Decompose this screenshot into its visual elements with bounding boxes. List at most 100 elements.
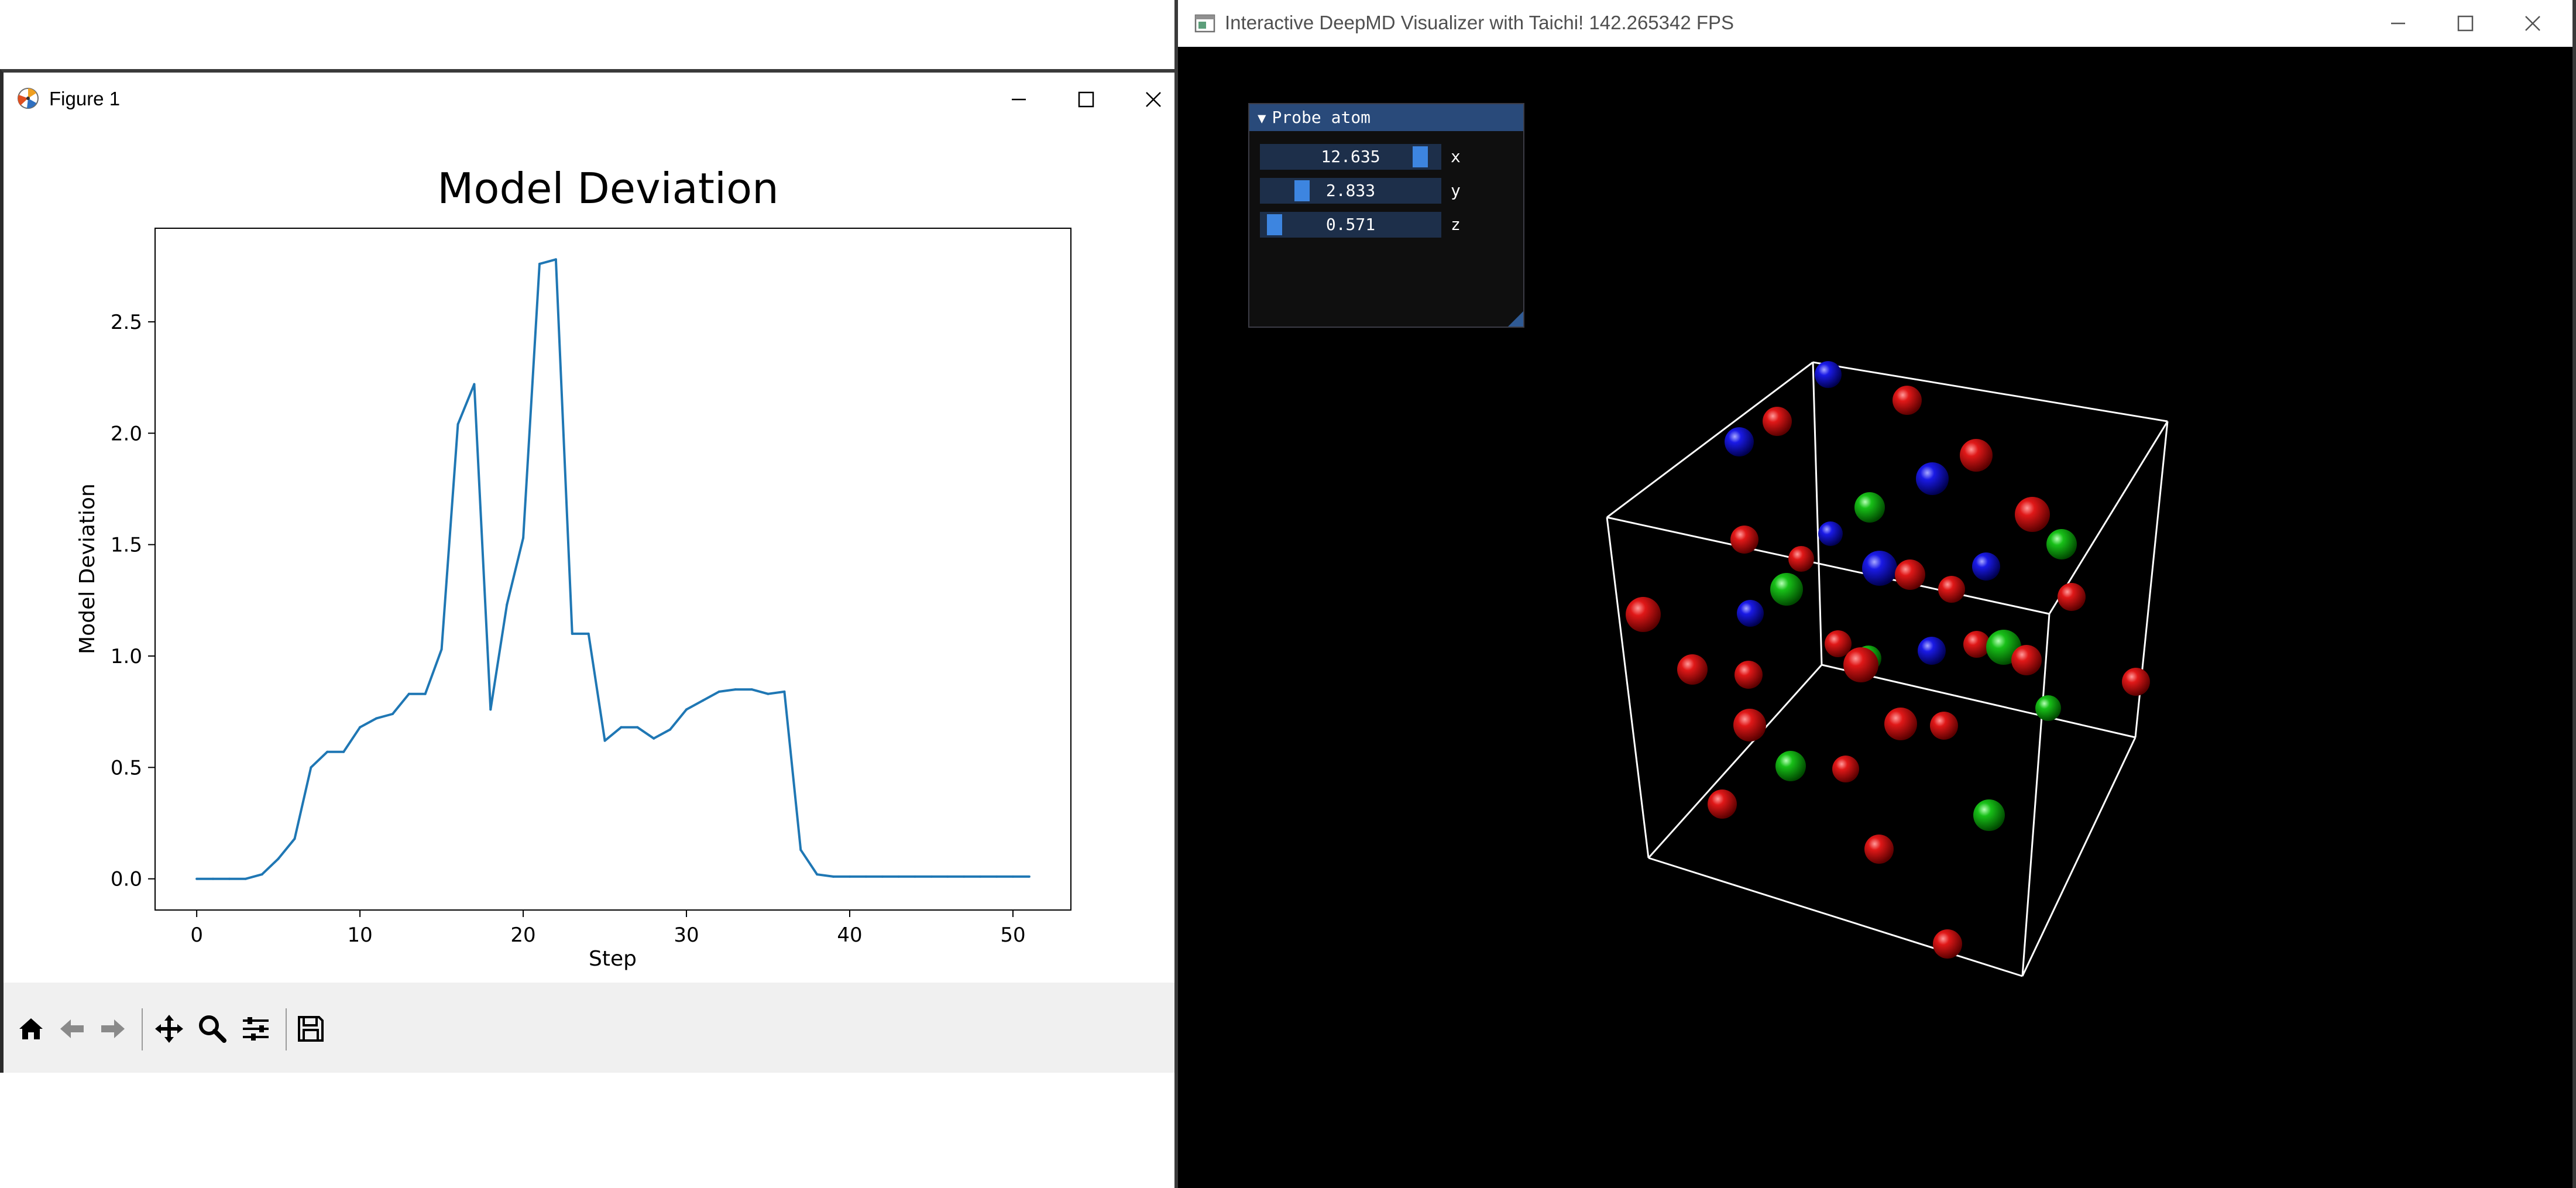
atom-blue <box>1918 637 1946 665</box>
data-point <box>554 258 557 261</box>
data-point <box>293 837 296 840</box>
y-tick-label: 0.5 <box>111 756 142 780</box>
data-point <box>571 632 573 635</box>
y-tick-label: 0.0 <box>111 868 142 891</box>
atom-red <box>1733 709 1766 741</box>
atom-blue <box>1916 462 1949 495</box>
data-point <box>913 875 916 878</box>
taichi-window-title: Interactive DeepMD Visualizer with Taich… <box>1225 12 1734 33</box>
taichi-minimize-button[interactable] <box>2366 0 2430 47</box>
simulation-box <box>1606 361 2169 977</box>
toolbar-separator <box>142 1008 143 1050</box>
slider-track[interactable]: 2.833 <box>1260 178 1441 204</box>
slider-grab[interactable] <box>1412 146 1428 167</box>
atom-green <box>1854 492 1885 523</box>
data-point <box>277 857 280 860</box>
atom-red <box>1963 631 1990 658</box>
home-button[interactable] <box>13 1011 49 1047</box>
atom-red <box>1884 708 1917 740</box>
atoms <box>1626 361 2150 959</box>
slider-track[interactable]: 12.635 <box>1260 144 1441 170</box>
atom-blue <box>1818 521 1843 546</box>
data-point <box>228 877 231 880</box>
back-button[interactable] <box>54 1011 90 1047</box>
data-point <box>816 873 819 876</box>
figure-window-title: Figure 1 <box>49 88 121 109</box>
taichi-titlebar[interactable]: Interactive DeepMD Visualizer with Taich… <box>1178 0 2572 47</box>
pan-button[interactable] <box>151 1011 187 1047</box>
figure-close-button[interactable] <box>1121 73 1186 126</box>
atom-red <box>1832 756 1859 782</box>
figure-titlebar[interactable]: Figure 1 <box>4 73 1181 126</box>
slider-label: z <box>1451 215 1461 234</box>
data-point <box>440 648 443 651</box>
slider-grab[interactable] <box>1267 214 1283 235</box>
atom-red <box>1734 661 1763 689</box>
plot-area <box>154 228 1071 911</box>
figure-maximize-button[interactable] <box>1054 73 1118 126</box>
data-point <box>375 717 377 720</box>
triangle-down-icon[interactable]: ▼ <box>1258 110 1266 126</box>
slider-track[interactable]: 0.571 <box>1260 212 1441 238</box>
data-point <box>359 726 362 729</box>
series-points <box>195 258 1031 880</box>
atom-red <box>1708 789 1737 819</box>
atom-red <box>1892 386 1922 415</box>
data-point <box>326 750 329 753</box>
taichi-close-button[interactable] <box>2501 0 2565 47</box>
data-point <box>963 875 966 878</box>
toolbar-separator <box>286 1008 287 1050</box>
x-tick-label: 20 <box>510 923 535 947</box>
atom-green <box>1973 799 2005 831</box>
data-point <box>244 877 247 880</box>
slider-grab[interactable] <box>1294 180 1310 201</box>
save-button[interactable] <box>293 1011 329 1047</box>
save-icon <box>298 1016 324 1042</box>
atom-red <box>1864 835 1894 864</box>
atom-red <box>1843 647 1878 682</box>
slider-label: y <box>1451 181 1461 200</box>
data-point <box>799 849 802 851</box>
maximize-icon <box>2457 15 2474 32</box>
data-point <box>783 690 786 693</box>
maximize-icon <box>1078 91 1094 108</box>
data-point <box>587 632 590 635</box>
zoom-button[interactable] <box>194 1011 231 1047</box>
slider-value: 0.571 <box>1325 215 1376 234</box>
data-point <box>734 688 737 691</box>
atom-red <box>2015 497 2050 532</box>
y-axis-label: Model Deviation <box>75 483 99 654</box>
close-icon <box>1146 92 1161 107</box>
x-axis-label: Step <box>589 947 637 971</box>
x-tick-label: 50 <box>1000 923 1025 947</box>
data-point <box>456 423 459 426</box>
data-point <box>1011 875 1014 878</box>
probe-atom-panel[interactable]: ▼ Probe atom 12.635 x 2.833 y 0.571 z <box>1248 103 1524 328</box>
axis-ticks: 0 10 20 30 40 50 0.0 0.5 1.0 1.5 2.0 2.5 <box>111 311 1026 947</box>
configure-subplots-button[interactable] <box>238 1011 274 1047</box>
configure-subplots-icon <box>243 1017 269 1041</box>
atom-red <box>2122 668 2150 696</box>
data-point <box>897 875 900 878</box>
atom-red <box>1763 407 1792 436</box>
y-tick-label: 2.0 <box>111 422 142 445</box>
atom-red <box>1825 630 1852 657</box>
data-point <box>407 692 410 695</box>
atom-green <box>1770 573 1803 606</box>
data-point <box>685 708 688 711</box>
data-point <box>489 708 492 711</box>
figure-minimize-button[interactable] <box>987 73 1051 126</box>
taichi-maximize-button[interactable] <box>2433 0 2498 47</box>
panel-header[interactable]: ▼ Probe atom <box>1249 104 1523 131</box>
data-point <box>750 688 753 691</box>
forward-button[interactable] <box>95 1011 131 1047</box>
chart-canvas[interactable]: Model Deviation 0 10 20 30 40 50 0.0 0.5 1.0 1.5 2… <box>4 126 1181 983</box>
data-point <box>767 692 770 695</box>
x-tick-label: 30 <box>674 923 699 947</box>
data-point <box>864 875 867 878</box>
x-tick-label: 0 <box>190 923 203 947</box>
data-point <box>260 873 263 876</box>
data-point <box>669 728 672 731</box>
atom-red <box>1895 559 1925 590</box>
resize-grip[interactable] <box>1508 311 1523 327</box>
